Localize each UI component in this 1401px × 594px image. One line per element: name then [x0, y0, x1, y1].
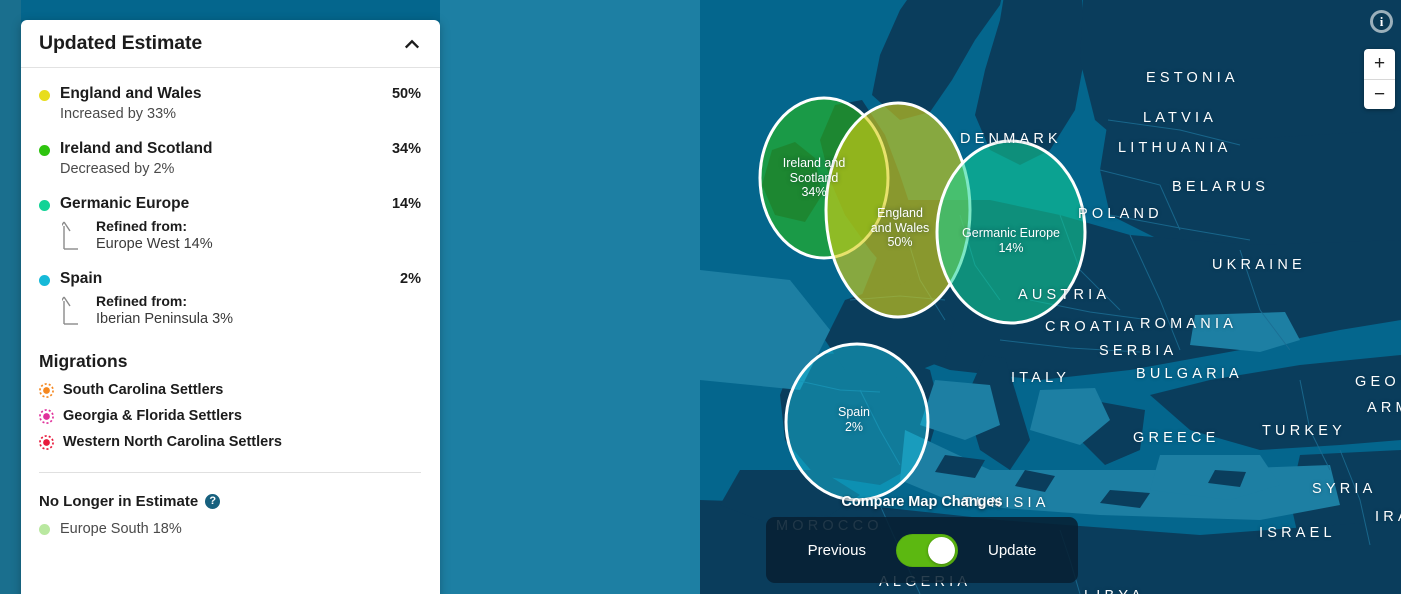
refined-from-label: Refined from: — [96, 293, 187, 309]
refined-from-block: Refined from: Iberian Peninsula 3% — [60, 293, 421, 327]
legend-dot-icon — [39, 523, 50, 535]
refined-from-label: Refined from: — [96, 218, 187, 234]
estimate-percent: 2% — [400, 271, 421, 287]
migration-marker-icon — [39, 382, 54, 398]
no-longer-title: No Longer in Estimate — [39, 493, 199, 510]
migration-marker-icon — [39, 408, 54, 424]
page-title: Updated Estimate — [39, 32, 203, 54]
migration-row-georgia-florida-settlers[interactable]: Georgia & Florida Settlers — [39, 408, 421, 424]
refined-arrow-icon — [62, 296, 78, 325]
migration-row-south-carolina-settlers[interactable]: South Carolina Settlers — [39, 382, 421, 398]
toggle-knob — [927, 536, 955, 564]
estimate-percent: 14% — [391, 196, 421, 212]
estimate-row-germanic-europe[interactable]: Germanic Europe 14% Refined from: Europe… — [39, 195, 421, 252]
zoom-out-button[interactable]: − — [1373, 84, 1386, 105]
migration-marker-icon — [39, 434, 54, 450]
section-divider — [39, 472, 421, 473]
estimate-percent: 34% — [391, 141, 421, 157]
estimate-row-ireland-and-scotland[interactable]: Ireland and Scotland 34% Decreased by 2% — [39, 140, 421, 177]
migrations-heading: Migrations — [39, 351, 128, 371]
migration-name: Georgia & Florida Settlers — [63, 408, 242, 424]
refined-from-block: Refined from: Europe West 14% — [60, 218, 421, 252]
question-glyph: ? — [209, 495, 217, 507]
compare-toggle[interactable] — [895, 533, 958, 567]
estimate-name: Spain — [60, 270, 103, 287]
estimate-row-spain[interactable]: Spain 2% Refined from: Iberian Peninsula… — [39, 270, 421, 327]
info-glyph: i — [1379, 14, 1384, 29]
refined-arrow-icon — [62, 221, 78, 250]
compare-map-changes-control[interactable]: Previous Update — [766, 517, 1078, 583]
legend-dot-icon — [39, 145, 50, 156]
estimate-name: Germanic Europe — [60, 195, 190, 212]
estimate-row-england-and-wales[interactable]: England and Wales 50% Increased by 33% — [39, 85, 421, 122]
map-zoom-controls[interactable]: + − — [1364, 49, 1395, 109]
no-longer-item-europe-south: Europe South 18% — [39, 521, 421, 537]
legend-dot-icon — [39, 275, 50, 286]
legend-dot-icon — [39, 90, 50, 101]
compare-previous-label[interactable]: Previous — [807, 541, 866, 559]
migration-row-western-north-carolina-settlers[interactable]: Western North Carolina Settlers — [39, 434, 421, 450]
estimate-change: Decreased by 2% — [60, 161, 175, 177]
no-longer-in-estimate-heading: No Longer in Estimate ? — [39, 493, 421, 510]
panel-header[interactable]: Updated Estimate — [21, 20, 440, 68]
estimate-percent: 50% — [391, 86, 421, 102]
migration-name: Western North Carolina Settlers — [63, 434, 282, 450]
estimate-name: England and Wales — [60, 85, 202, 102]
panel-body: England and Wales 50% Increased by 33% I… — [21, 85, 440, 537]
question-mark-icon[interactable]: ? — [205, 494, 221, 509]
left-edge-strip — [0, 0, 21, 594]
refined-from-value: Europe West 14% — [96, 236, 213, 252]
chevron-up-icon[interactable] — [403, 35, 421, 53]
region-ellipse-germanic-europe — [935, 139, 1087, 325]
region-ellipse-spain — [784, 342, 930, 502]
zoom-in-button[interactable]: + — [1364, 49, 1395, 80]
estimate-name: Ireland and Scotland — [60, 140, 213, 157]
estimate-change: Increased by 33% — [60, 106, 177, 122]
no-longer-item-label: Europe South 18% — [60, 521, 182, 537]
updated-estimate-panel: Updated Estimate England and Wales 50% I… — [21, 20, 440, 594]
refined-from-value: Iberian Peninsula 3% — [96, 311, 234, 327]
compare-update-label[interactable]: Update — [987, 541, 1037, 559]
info-icon[interactable]: i — [1370, 10, 1393, 33]
legend-dot-icon — [39, 200, 50, 211]
migration-name: South Carolina Settlers — [63, 382, 224, 398]
